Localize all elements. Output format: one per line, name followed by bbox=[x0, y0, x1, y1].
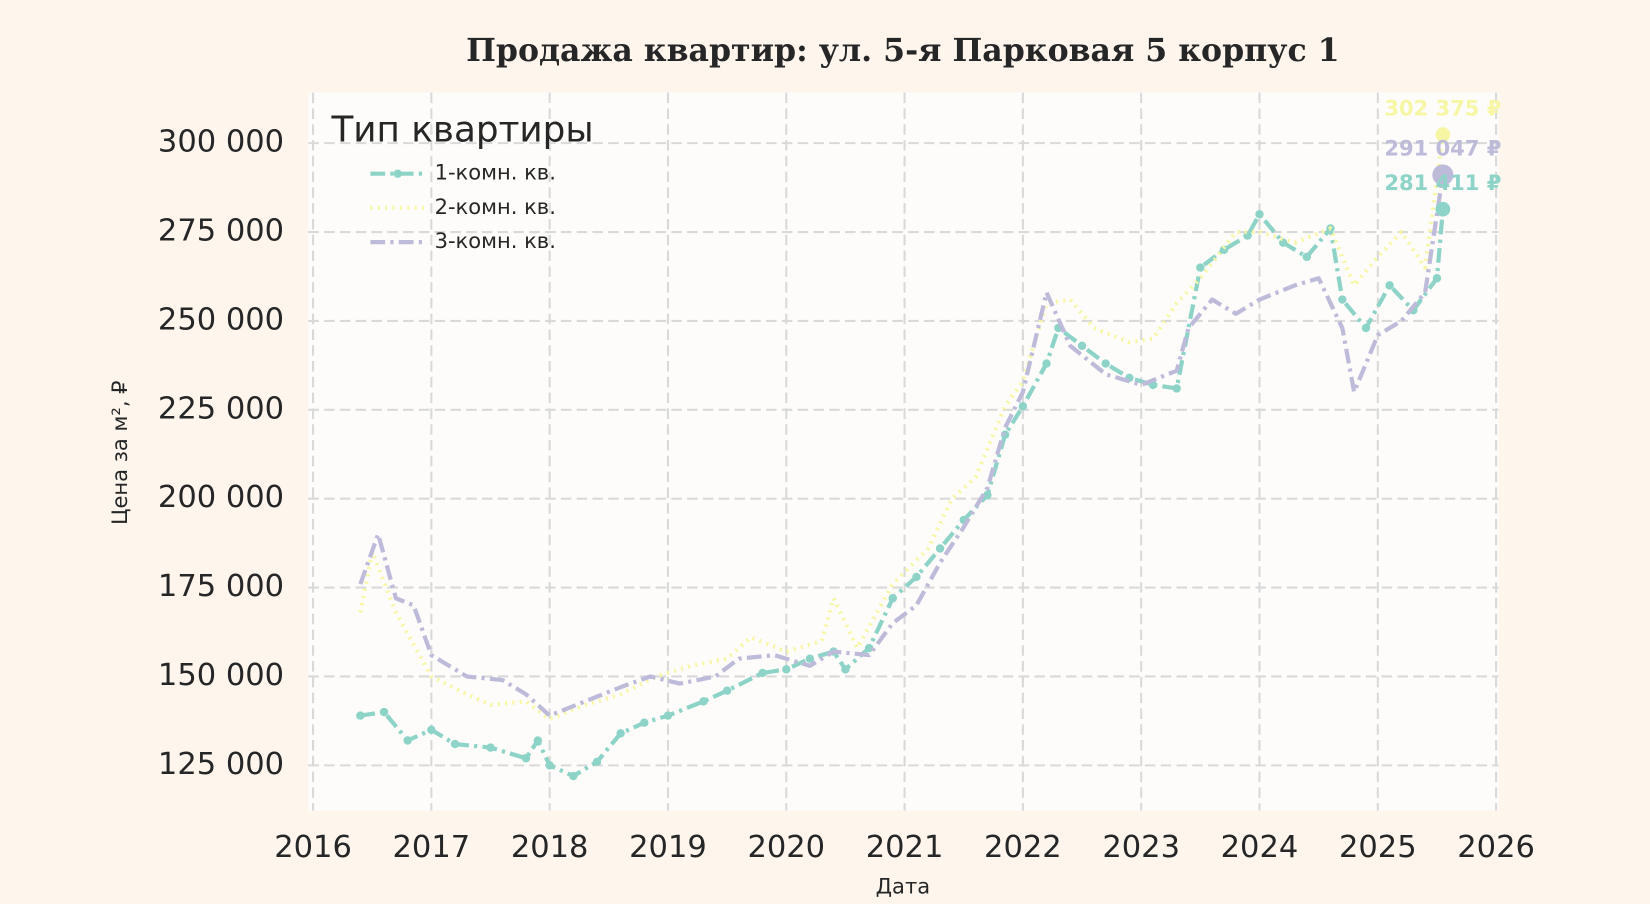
series-marker bbox=[640, 718, 649, 727]
series-marker bbox=[569, 771, 578, 781]
value-label: 302 375 ₽ bbox=[1384, 95, 1501, 120]
series-marker bbox=[1278, 238, 1288, 247]
series-marker bbox=[521, 754, 531, 763]
series-marker bbox=[1361, 323, 1371, 333]
end-point bbox=[1435, 201, 1451, 217]
x-tick-label: 2020 bbox=[747, 830, 825, 865]
series-marker bbox=[1302, 252, 1312, 262]
series-marker bbox=[356, 711, 365, 720]
y-tick-label: 250 000 bbox=[158, 302, 284, 337]
x-tick-label: 2023 bbox=[1102, 830, 1180, 865]
series-marker bbox=[592, 757, 602, 767]
series-marker bbox=[663, 711, 673, 720]
plot-area bbox=[308, 92, 1499, 811]
x-tick-label: 2026 bbox=[1457, 830, 1535, 865]
series-marker bbox=[1101, 359, 1110, 368]
series-marker bbox=[1219, 245, 1229, 255]
series-marker bbox=[758, 668, 767, 678]
series-marker bbox=[1018, 402, 1028, 411]
series-marker bbox=[912, 572, 921, 582]
series-marker bbox=[983, 490, 992, 500]
series-marker bbox=[545, 761, 554, 770]
series-marker bbox=[1255, 210, 1264, 219]
value-label: 281 411 ₽ bbox=[1384, 170, 1501, 195]
series-marker bbox=[1172, 384, 1181, 393]
legend: Тип квартиры 1-комн. кв. 2-комн. кв. 3-ком… bbox=[330, 110, 593, 254]
series-marker bbox=[1385, 281, 1394, 290]
x-tick-label: 2019 bbox=[629, 830, 707, 865]
x-tick-label: 2025 bbox=[1339, 830, 1417, 865]
x-tick-label: 2018 bbox=[511, 830, 589, 865]
series-line bbox=[358, 174, 1445, 718]
end-point bbox=[1435, 127, 1451, 143]
series-marker bbox=[805, 654, 815, 663]
y-tick-label: 175 000 bbox=[158, 569, 284, 604]
y-tick-label: 300 000 bbox=[158, 125, 284, 160]
series-marker bbox=[699, 697, 708, 706]
series-marker bbox=[427, 725, 436, 735]
series-marker bbox=[1042, 359, 1051, 368]
series-marker bbox=[782, 665, 791, 674]
x-tick-label: 2017 bbox=[393, 830, 471, 865]
series-marker bbox=[533, 736, 543, 745]
x-tick-label: 2021 bbox=[866, 830, 944, 865]
y-axis-label: Цена за м², ₽ bbox=[107, 380, 132, 524]
legend-label: 3-комн. кв. bbox=[435, 228, 556, 253]
x-tick-label: 2016 bbox=[274, 830, 352, 865]
chart-title: Продажа квартир: ул. 5-я Парковая 5 корп… bbox=[466, 32, 1340, 69]
y-tick-label: 225 000 bbox=[158, 391, 284, 426]
grid bbox=[308, 92, 1499, 811]
series-marker bbox=[379, 707, 389, 717]
series-marker bbox=[1196, 263, 1205, 272]
series-marker bbox=[722, 686, 732, 695]
y-tick-label: 275 000 bbox=[158, 214, 284, 249]
series-marker bbox=[888, 594, 897, 603]
legend-title: Тип квартиры bbox=[330, 110, 593, 151]
value-label: 291 047 ₽ bbox=[1384, 136, 1501, 161]
series-marker bbox=[935, 544, 945, 553]
series-marker bbox=[1432, 274, 1442, 283]
x-tick-label: 2022 bbox=[984, 830, 1062, 865]
series bbox=[356, 127, 1454, 781]
series-marker bbox=[1243, 231, 1252, 240]
series-marker bbox=[616, 729, 625, 738]
x-axis-label: Дата bbox=[876, 873, 930, 898]
y-tick-label: 150 000 bbox=[158, 658, 284, 693]
series-marker bbox=[1077, 341, 1087, 351]
y-tick-label: 125 000 bbox=[158, 747, 284, 782]
series-marker bbox=[864, 643, 874, 653]
legend-label: 1-комн. кв. bbox=[435, 160, 556, 185]
series-marker bbox=[486, 743, 495, 752]
x-tick-label: 2024 bbox=[1221, 830, 1299, 865]
y-tick-label: 200 000 bbox=[158, 480, 284, 515]
end-point bbox=[1432, 164, 1454, 186]
legend-marker bbox=[393, 169, 402, 178]
series-marker bbox=[1338, 295, 1347, 304]
series-marker bbox=[841, 665, 850, 674]
series-marker bbox=[403, 736, 412, 745]
legend-label: 2-комн. кв. bbox=[435, 194, 556, 219]
series-marker bbox=[450, 739, 460, 749]
